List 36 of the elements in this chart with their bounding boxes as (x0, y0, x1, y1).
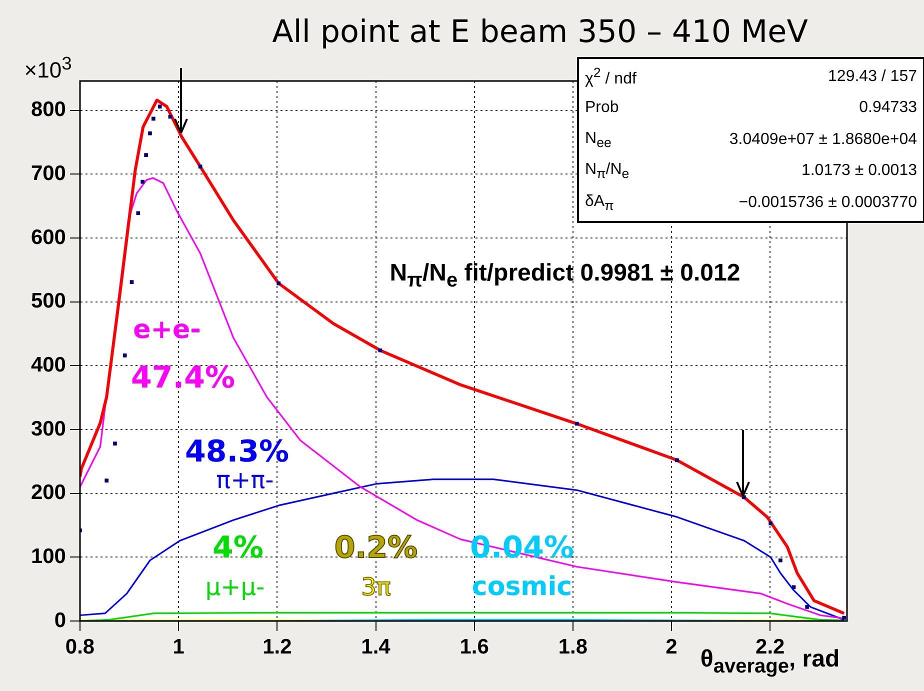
x-tick-label: 1.2 (262, 635, 292, 658)
x-tick-label: 2 (666, 635, 678, 658)
y-tick-label: 700 (30, 162, 66, 185)
y-tick-label: 300 (30, 417, 66, 440)
annotation: 1.0173 ± 0.0013 (801, 162, 917, 180)
annotation: N$_{ee}$ (585, 130, 612, 150)
y-tick-label: 100 (30, 544, 66, 568)
annotation: −0.0015736 ± 0.0003770 (738, 194, 917, 212)
annotation: Prob (585, 99, 619, 118)
annotation: 4% (212, 530, 264, 566)
y-tick-label: 0 (54, 608, 66, 632)
annotation: 129.43 / 157 (828, 68, 917, 86)
annotation: N$_{π}$/N$_{e}$ (585, 161, 630, 182)
y-tick-label: 500 (30, 290, 66, 313)
series-label: 3π (361, 573, 391, 601)
annotation: χ$^{2}$ / ndf (585, 65, 636, 88)
x-tick-label: 0.8 (65, 635, 95, 658)
y-tick-label: 600 (30, 226, 66, 249)
annotation: 47.4% (130, 360, 236, 396)
annotation: 0.2% (334, 530, 418, 566)
chart-title: All point at E beam 350 – 410 MeV (272, 14, 808, 50)
annotation: δA$_{π}$ (585, 192, 614, 213)
x-tick-label: 1.6 (460, 635, 489, 658)
annotation: 3.0409e+07 ± 1.8680e+04 (729, 130, 917, 149)
y-tick-label: 400 (30, 353, 66, 376)
series-label: cosmic (472, 572, 572, 602)
y-tick-label: 200 (30, 481, 66, 504)
series-label: e+e- (133, 315, 201, 345)
y-tick-label: 800 (30, 98, 66, 122)
text: ×10$^{3}$ (24, 52, 72, 84)
text: 0.94733 (859, 99, 917, 118)
x-tick-label: 1.4 (361, 635, 391, 658)
x-tick-label: 1 (172, 635, 185, 658)
x-tick-label: 1.8 (558, 635, 588, 658)
series-label: μ+μ- (205, 573, 265, 601)
annotation: N$_{π}$/N$_{e}$ fit/predict 0.9981 ± 0.012 (390, 260, 740, 292)
